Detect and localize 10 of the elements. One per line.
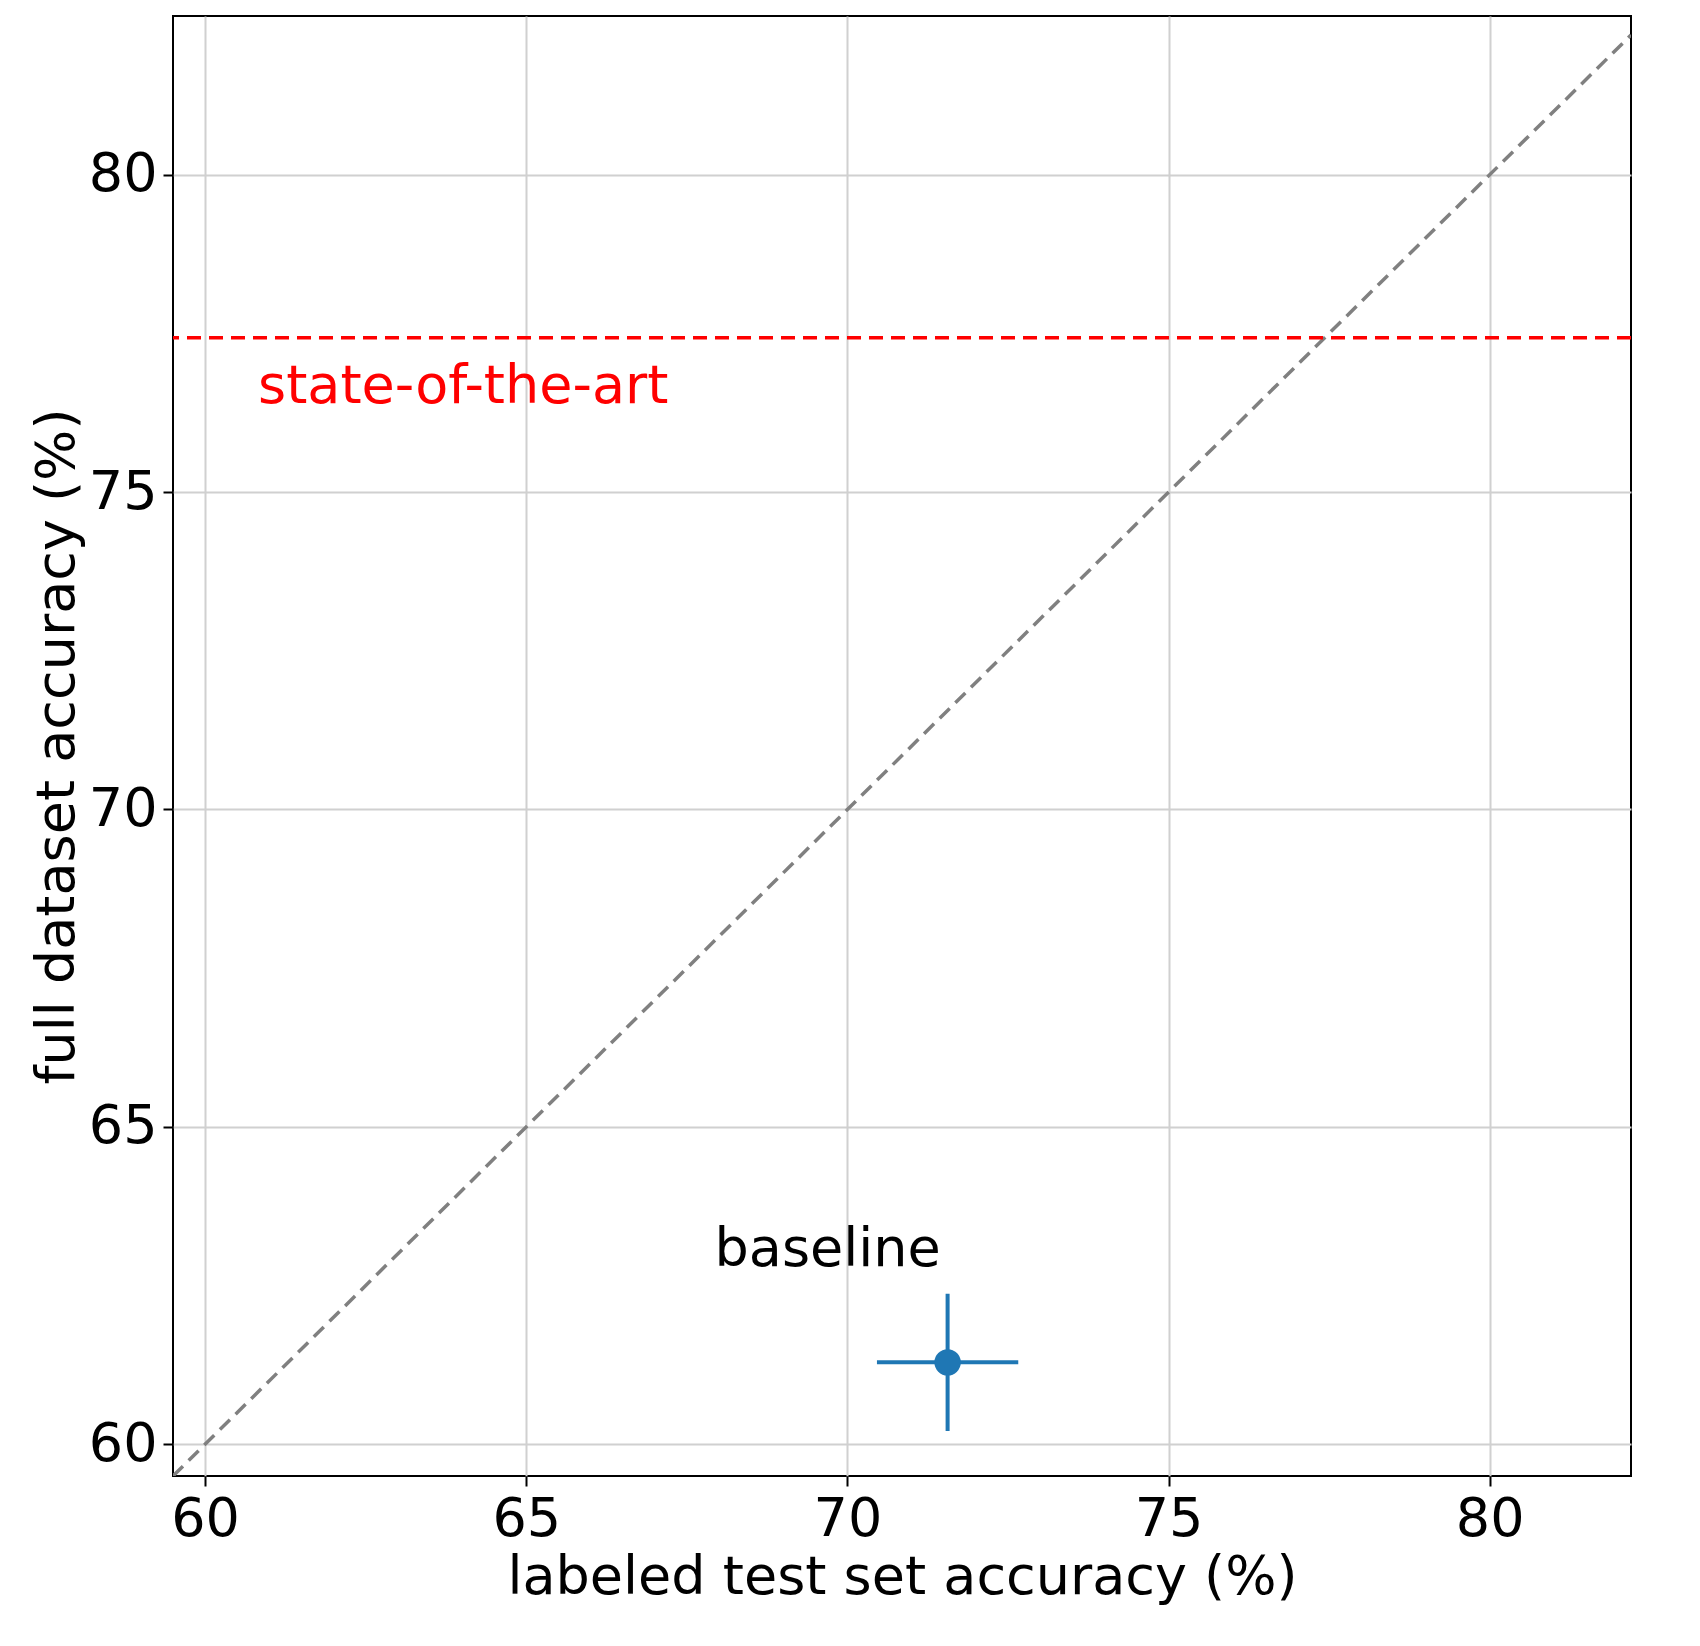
ref-line-label: state-of-the-art: [258, 352, 669, 416]
y-tick-label: 60: [88, 1410, 158, 1474]
y-axis-title: full dataset accuracy (%): [23, 408, 87, 1085]
y-tick-label: 65: [88, 1093, 158, 1157]
annotation: baseline: [714, 1216, 941, 1280]
x-tick-label: 80: [1455, 1485, 1525, 1549]
y-tick-label: 70: [88, 775, 158, 839]
y-tick-label: 75: [88, 458, 158, 522]
y-tick-label: 80: [88, 141, 158, 205]
x-tick-label: 60: [171, 1485, 240, 1549]
